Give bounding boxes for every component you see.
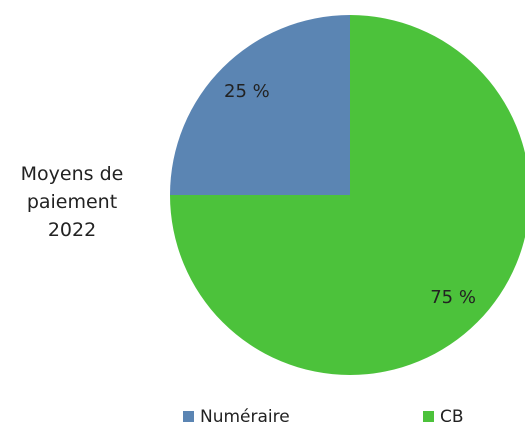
chart-title: Moyens de paiement 2022 [20,163,124,241]
legend-label: Numéraire [200,407,290,425]
legend-label: CB [440,407,464,425]
legend-swatch [183,411,194,422]
pie-slice [170,15,350,195]
data-label: 75 % [430,287,476,308]
legend-swatch [423,411,434,422]
data-label: 25 % [224,81,270,102]
pie-slice [170,15,525,375]
